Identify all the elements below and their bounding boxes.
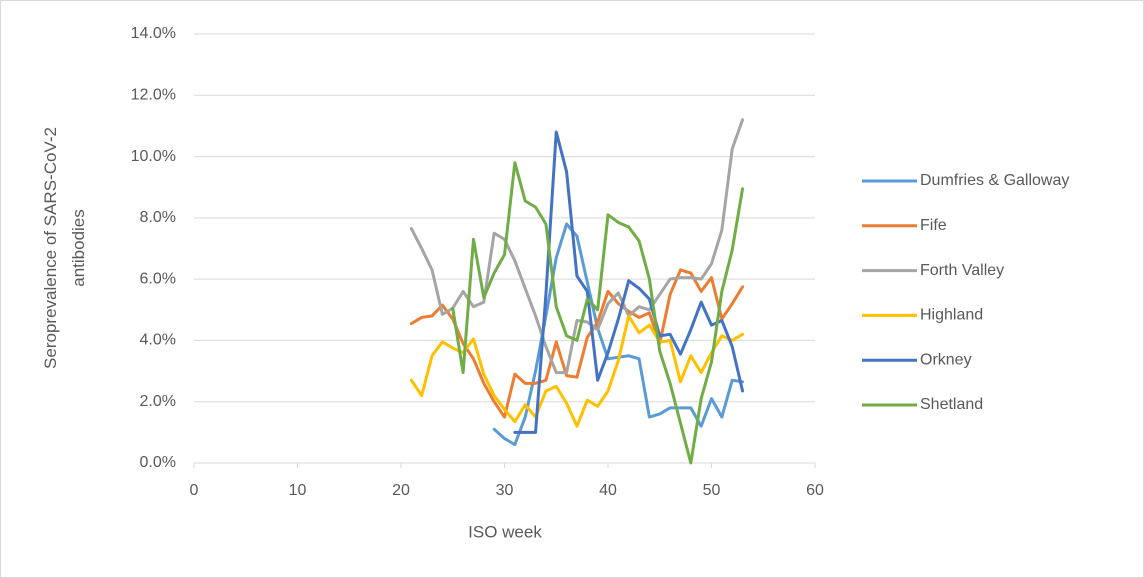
- series-line: [409, 314, 745, 428]
- x-tick-label: 0: [190, 482, 199, 499]
- y-tick-label: 14.0%: [131, 25, 176, 42]
- legend-label: Dumfries & Galloway: [920, 172, 1069, 189]
- y-tick-label: 4.0%: [140, 332, 176, 349]
- y-tick-label: 8.0%: [140, 209, 176, 226]
- legend-label: Forth Valley: [920, 262, 1004, 279]
- x-tick-label: 30: [496, 482, 514, 499]
- y-tick-label: 6.0%: [140, 270, 176, 287]
- series-line: [409, 118, 745, 375]
- x-tick-label: 50: [703, 482, 721, 499]
- y-tick-label: 0.0%: [140, 454, 176, 471]
- x-axis-title: ISO week: [468, 522, 542, 541]
- legend-label: Highland: [920, 307, 983, 324]
- x-tick-label: 60: [806, 482, 824, 499]
- y-tick-label: 2.0%: [140, 393, 176, 410]
- series-line: [451, 161, 745, 465]
- y-axis-title: Seroprevalence of SARS-CoV-2 antibodies: [41, 127, 88, 369]
- series-line: [513, 130, 745, 434]
- legend-label: Orkney: [920, 351, 972, 368]
- y-tick-label: 10.0%: [131, 148, 176, 165]
- x-tick-label: 20: [392, 482, 410, 499]
- x-tick-label: 40: [599, 482, 617, 499]
- y-tick-label: 12.0%: [131, 87, 176, 104]
- legend-label: Fife: [920, 217, 947, 234]
- legend-label: Shetland: [920, 396, 983, 413]
- x-tick-label: 10: [289, 482, 307, 499]
